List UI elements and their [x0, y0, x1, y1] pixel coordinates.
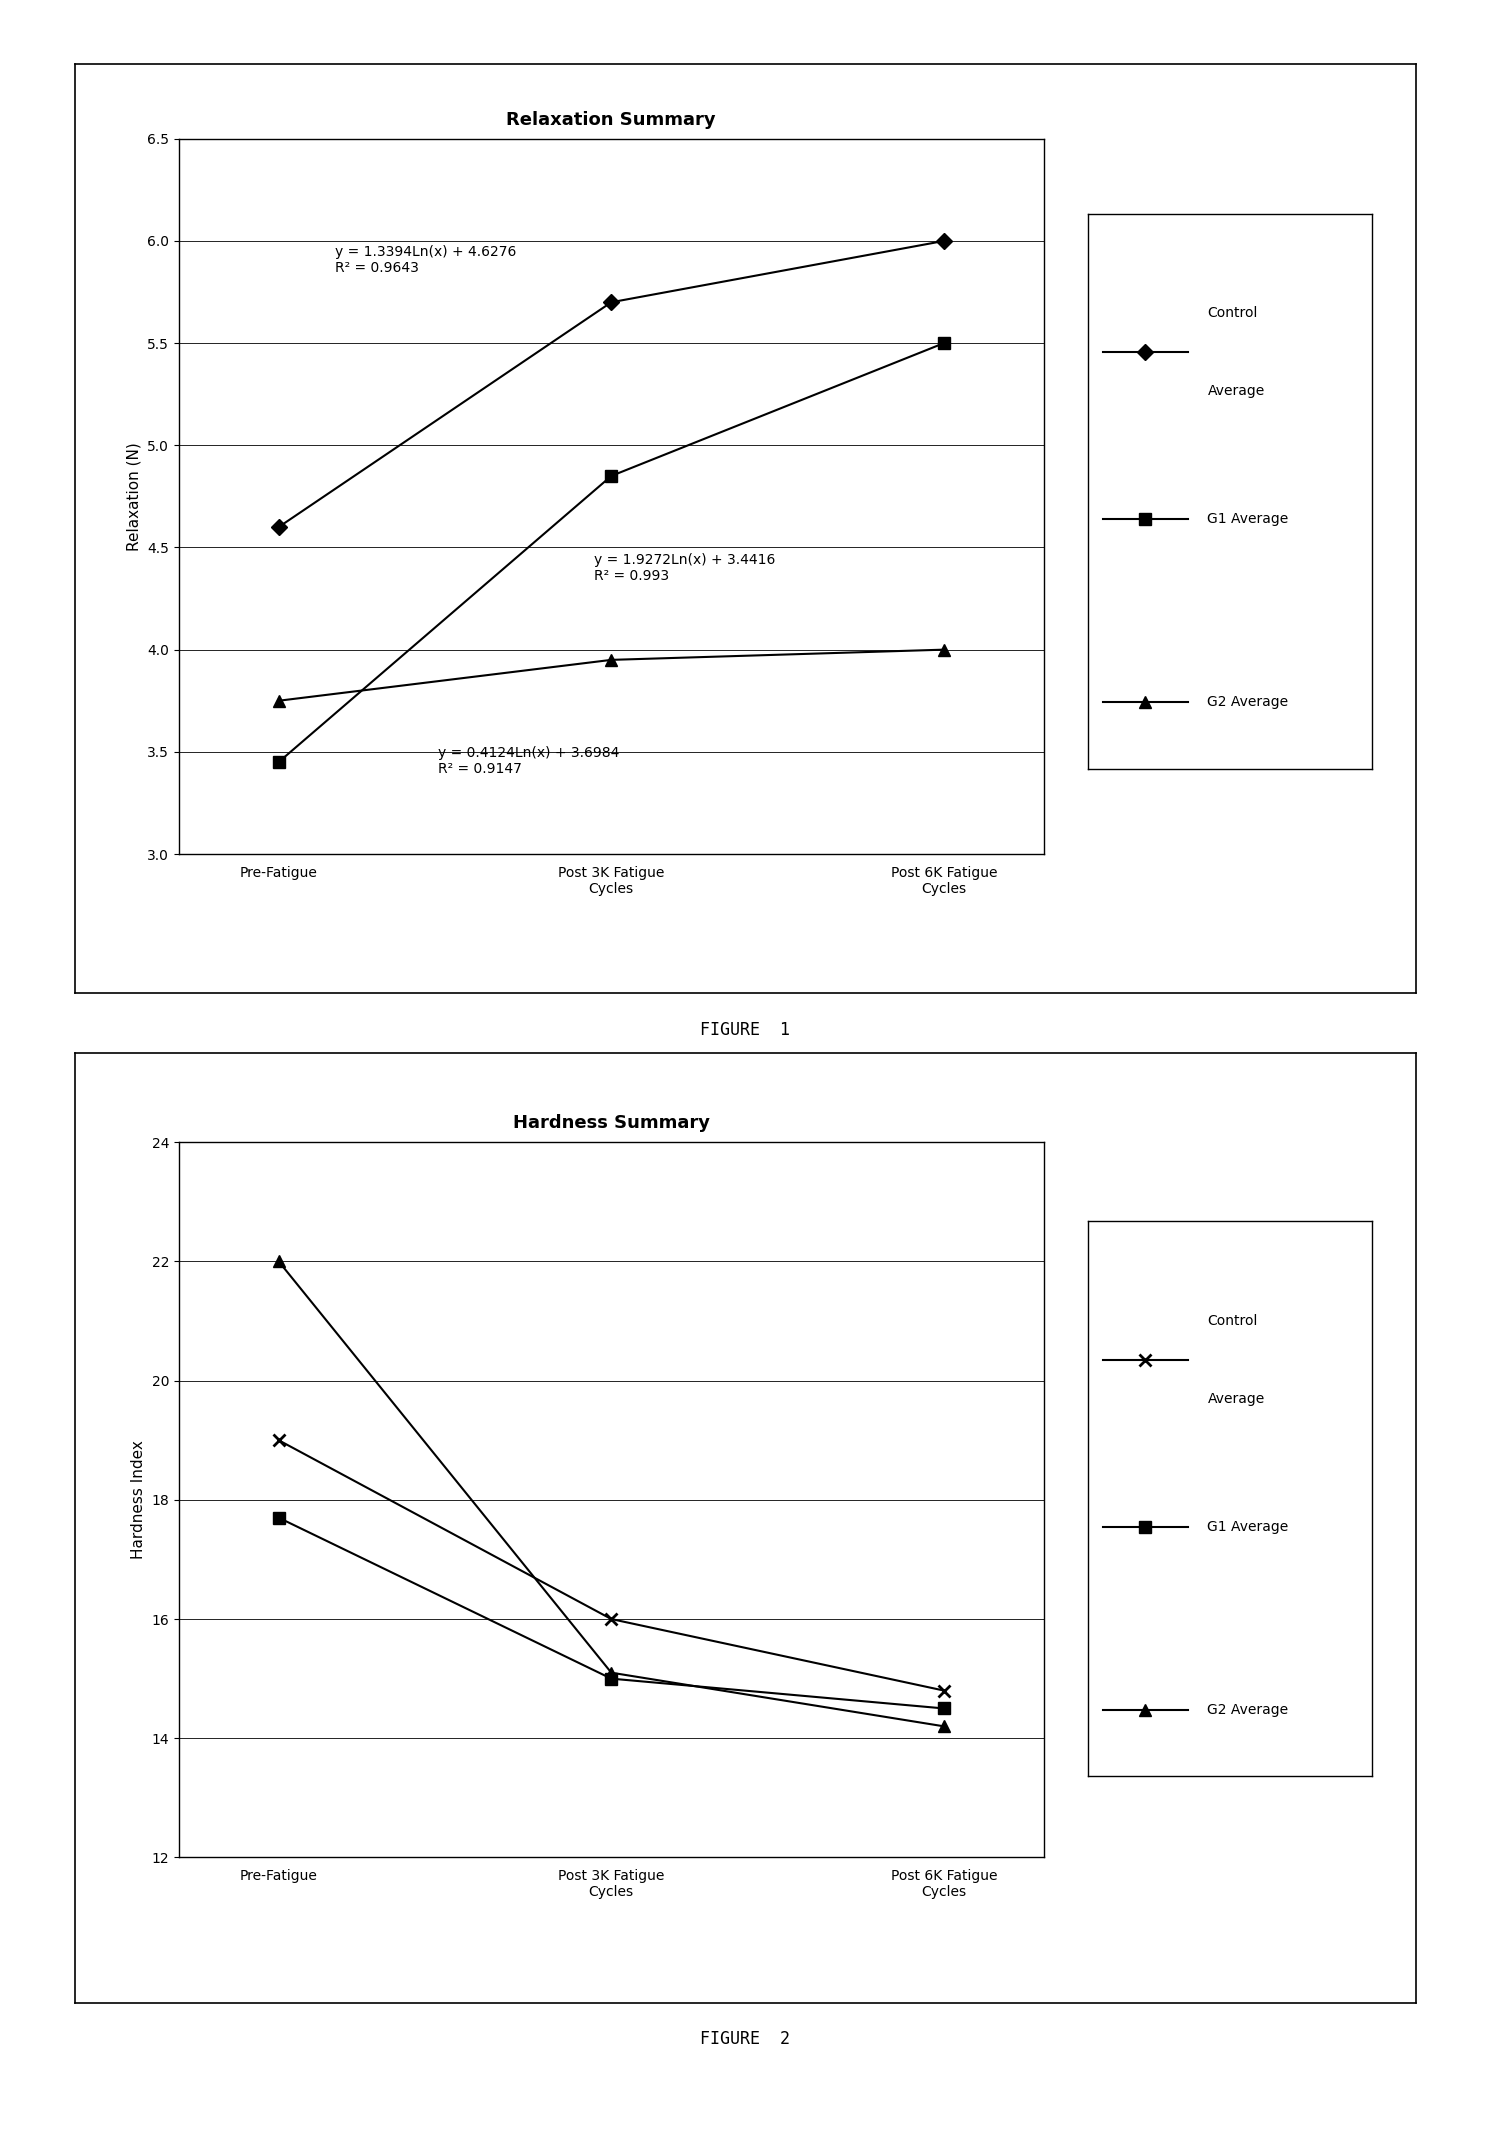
- Control
Average: [602, 1606, 620, 1631]
- Y-axis label: Hardness Index: Hardness Index: [131, 1441, 146, 1559]
- Text: y = 0.4124Ln(x) + 3.6984
R² = 0.9147: y = 0.4124Ln(x) + 3.6984 R² = 0.9147: [438, 745, 620, 777]
- G1 Average: [270, 1505, 288, 1531]
- Text: Average: Average: [1208, 1392, 1264, 1405]
- Control
Average: [270, 1428, 288, 1454]
- Text: G2 Average: G2 Average: [1208, 1704, 1288, 1717]
- Text: FIGURE  2: FIGURE 2: [701, 2030, 790, 2047]
- Text: G1 Average: G1 Average: [1208, 1520, 1288, 1533]
- Title: Hardness Summary: Hardness Summary: [513, 1114, 710, 1132]
- Control
Average: [270, 515, 288, 540]
- Text: Control: Control: [1208, 307, 1258, 320]
- G2 Average: [602, 1659, 620, 1685]
- Line: Control
Average: Control Average: [273, 1435, 950, 1697]
- G1 Average: [270, 749, 288, 775]
- Title: Relaxation Summary: Relaxation Summary: [507, 111, 716, 128]
- G2 Average: [270, 1249, 288, 1275]
- G1 Average: [602, 463, 620, 489]
- Text: Average: Average: [1208, 384, 1264, 397]
- Control
Average: [935, 228, 953, 254]
- Text: y = 1.3394Ln(x) + 4.6276
R² = 0.9643: y = 1.3394Ln(x) + 4.6276 R² = 0.9643: [334, 246, 516, 275]
- Y-axis label: Relaxation (N): Relaxation (N): [127, 442, 142, 551]
- G1 Average: [602, 1665, 620, 1691]
- G1 Average: [935, 331, 953, 357]
- G2 Average: [935, 636, 953, 662]
- Text: G2 Average: G2 Average: [1208, 696, 1288, 709]
- Line: G1 Average: G1 Average: [273, 1512, 950, 1714]
- Line: G1 Average: G1 Average: [273, 337, 950, 769]
- Control
Average: [935, 1678, 953, 1704]
- Text: FIGURE  1: FIGURE 1: [701, 1021, 790, 1038]
- Line: G2 Average: G2 Average: [273, 645, 950, 707]
- G2 Average: [602, 647, 620, 673]
- G1 Average: [935, 1695, 953, 1721]
- Text: Control: Control: [1208, 1315, 1258, 1328]
- Text: y = 1.9272Ln(x) + 3.4416
R² = 0.993: y = 1.9272Ln(x) + 3.4416 R² = 0.993: [593, 553, 775, 583]
- Text: G1 Average: G1 Average: [1208, 512, 1288, 525]
- G2 Average: [270, 687, 288, 713]
- Line: G2 Average: G2 Average: [273, 1255, 950, 1731]
- Control
Average: [602, 290, 620, 316]
- Line: Control
Average: Control Average: [273, 235, 950, 532]
- G2 Average: [935, 1714, 953, 1740]
